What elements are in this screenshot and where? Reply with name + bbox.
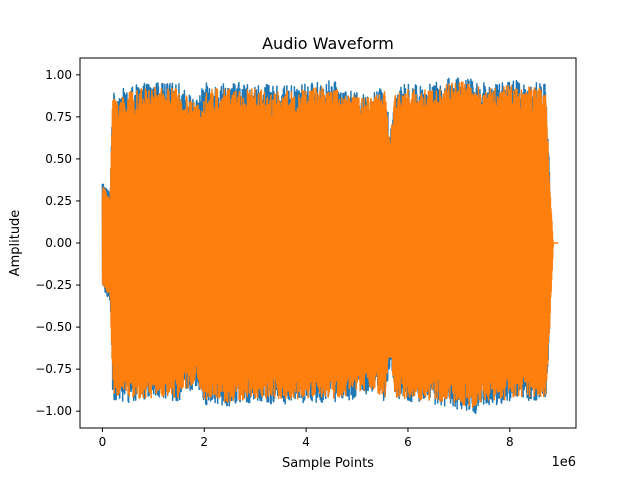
series-layer — [101, 77, 559, 415]
y-tick-label: −0.75 — [35, 362, 72, 376]
y-tick-label: 1.00 — [45, 68, 72, 82]
y-tick-label: −0.50 — [35, 320, 72, 334]
y-tick-label: 0.75 — [45, 110, 72, 124]
y-tick-label: 0.25 — [45, 194, 72, 208]
y-tick-label: 0.00 — [45, 236, 72, 250]
x-tick-label: 8 — [506, 435, 514, 449]
x-ticks: 0 2 4 6 8 — [99, 428, 514, 449]
x-tick-label: 2 — [200, 435, 208, 449]
x-axis-label: Sample Points — [282, 456, 374, 471]
y-tick-label: −0.25 — [35, 278, 72, 292]
series-line-2 — [101, 81, 559, 408]
y-axis-label: Amplitude — [8, 210, 23, 277]
x-tick-label: 0 — [99, 435, 107, 449]
x-axis-offset-label: 1e6 — [551, 455, 576, 470]
y-tick-label: 0.50 — [45, 152, 72, 166]
y-ticks: −1.00 −0.75 −0.50 −0.25 0.00 0.25 0.50 0.75 1.00 — [35, 68, 80, 418]
y-tick-label: −1.00 — [35, 404, 72, 418]
x-tick-label: 4 — [302, 435, 310, 449]
chart-title: Audio Waveform — [262, 34, 394, 53]
x-tick-label: 6 — [404, 435, 412, 449]
